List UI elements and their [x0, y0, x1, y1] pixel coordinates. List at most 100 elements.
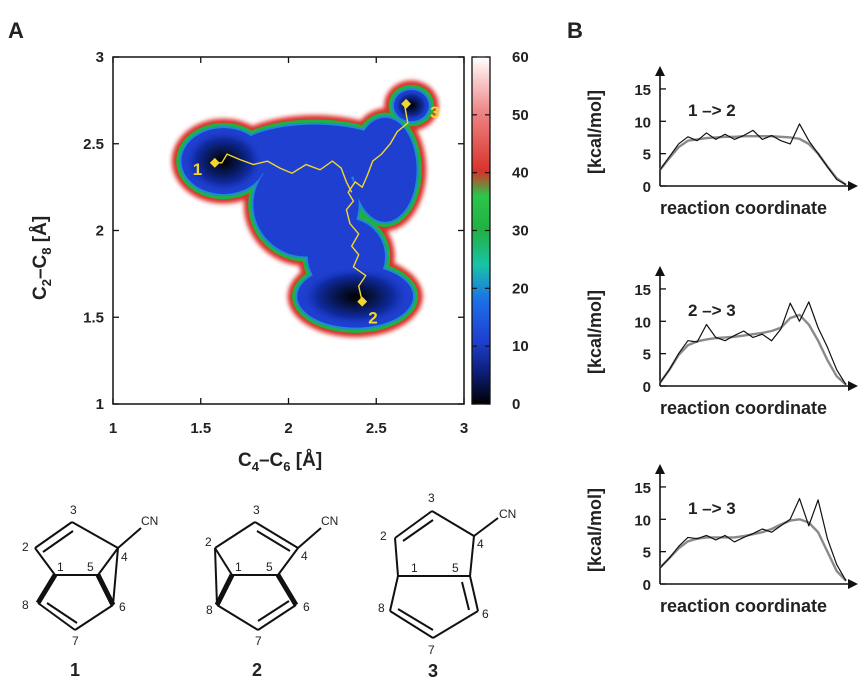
- reaction-path: [345, 103, 409, 302]
- mol2-atom-4: 4: [301, 549, 308, 563]
- series-raw-line: [659, 301, 847, 386]
- mol2-atom-8: 8: [206, 603, 213, 617]
- x-ticks: 1 1.5 2 2.5 3: [109, 57, 468, 437]
- mol3-cn: CN: [499, 507, 516, 521]
- x-axis-arrow: [848, 181, 858, 191]
- mol2-atom-3: 3: [253, 503, 260, 517]
- profile-chart-2-3: 0 5 10 15 2 –> 3 reaction coordinate [kcal/mol…: [585, 266, 858, 418]
- mol1-label: 1: [70, 660, 80, 680]
- profile-chart-1-3: 0 5 10 15 1 –> 3 reaction coordinate [kcal/mol…: [585, 464, 858, 616]
- mol1-atom-4: 4: [121, 550, 128, 564]
- colorbar-ticks: 0 10 20 30 40 50 60: [472, 49, 529, 413]
- y-tick-label: 0: [643, 379, 651, 396]
- mol3-label: 3: [428, 661, 438, 681]
- y-tick-label: 15: [634, 480, 651, 497]
- profile-title: 1 –> 2: [688, 101, 736, 120]
- minima-markers: 1 2 3: [193, 98, 440, 328]
- series-raw-line: [659, 497, 847, 582]
- y-tick-label: 2.5: [83, 136, 104, 153]
- profile-y-label: [kcal/mol]: [585, 90, 605, 174]
- mol3-atom-4: 4: [477, 537, 484, 551]
- x-axis-arrow: [848, 381, 858, 391]
- reaction-path-branch: [214, 153, 353, 193]
- x-tick-label: 3: [460, 420, 468, 437]
- y-axis-arrow: [655, 266, 665, 276]
- colorbar-tick-label: 40: [512, 165, 529, 182]
- y-axis-label: C2–C8 [Å]: [30, 216, 54, 300]
- y-tick-label: 10: [634, 512, 651, 529]
- y-tick-label: 2: [96, 223, 104, 240]
- profile-x-label: reaction coordinate: [660, 596, 827, 616]
- mol3-atom-1: 1: [411, 561, 418, 575]
- mol2-atom-2: 2: [205, 535, 212, 549]
- x-tick-label: 1.5: [190, 420, 211, 437]
- minimum-marker: [209, 157, 220, 168]
- series-smoothed-line: [659, 313, 847, 386]
- mol3-atom-7: 7: [428, 643, 435, 657]
- y-tick-label: 0: [643, 577, 651, 594]
- mol3-atom-3: 3: [428, 491, 435, 505]
- mol3-atom-8: 8: [378, 601, 385, 615]
- y-tick-label: 3: [96, 49, 104, 66]
- profile-y-label: [kcal/mol]: [585, 488, 605, 572]
- y-axis-arrow: [655, 464, 665, 474]
- mol3-atom-2: 2: [380, 529, 387, 543]
- y-tick-label: 5: [643, 147, 651, 164]
- y-axis-arrow: [655, 66, 665, 76]
- y-tick-label: 5: [643, 347, 651, 364]
- minimum-marker: [357, 296, 368, 307]
- mol1-atom-8: 8: [22, 598, 29, 612]
- energy-surface: [171, 80, 439, 338]
- profile-title: 1 –> 3: [688, 499, 736, 518]
- y-tick-label: 10: [634, 114, 651, 131]
- panel-label-b: B: [567, 18, 583, 43]
- profile-y-label: [kcal/mol]: [585, 290, 605, 374]
- x-tick-label: 2: [284, 420, 292, 437]
- mol1-atom-6: 6: [119, 600, 126, 614]
- mol1-atom-5: 5: [87, 560, 94, 574]
- molecule-1: [34, 521, 142, 631]
- mol1-cn: CN: [141, 514, 158, 528]
- deep-basin-3: [394, 90, 429, 121]
- molecule-2: [214, 521, 322, 631]
- y-tick-label: 1: [96, 396, 104, 413]
- profile-title: 2 –> 3: [688, 301, 736, 320]
- profile-x-label: reaction coordinate: [660, 198, 827, 218]
- series-smoothed-line: [659, 518, 847, 582]
- colorbar-tick-label: 60: [512, 49, 529, 66]
- colorbar-tick-label: 20: [512, 280, 529, 297]
- mol1-atom-1: 1: [57, 560, 64, 574]
- series-smoothed-line: [659, 134, 847, 186]
- minimum-label: 3: [430, 103, 439, 122]
- mol2-label: 2: [252, 660, 262, 680]
- heatmap-chart: 1 1.5 2 2.5 3 1 1.5 2 2.5 3 1 2 3 C4–C6 [Å] C2–C8 …: [30, 49, 529, 474]
- colorbar-tick-label: 10: [512, 338, 529, 355]
- x-tick-label: 2.5: [366, 420, 387, 437]
- y-tick-label: 1.5: [83, 309, 104, 326]
- mol2-atom-1: 1: [235, 560, 242, 574]
- profile-x-label: reaction coordinate: [660, 398, 827, 418]
- mol1-atom-2: 2: [22, 540, 29, 554]
- mol3-atom-5: 5: [452, 561, 459, 575]
- series-raw-line: [659, 123, 847, 186]
- x-axis-arrow: [848, 579, 858, 589]
- y-tick-label: 5: [643, 545, 651, 562]
- y-ticks: 1 1.5 2 2.5 3: [83, 49, 464, 413]
- minimum-label: 2: [368, 309, 377, 328]
- x-tick-label: 1: [109, 420, 117, 437]
- colorbar-tick-label: 30: [512, 223, 529, 240]
- mol2-atom-7: 7: [255, 634, 262, 648]
- mol2-atom-5: 5: [266, 560, 273, 574]
- surface-layers: [171, 80, 439, 338]
- mol1-atom-3: 3: [70, 503, 77, 517]
- profile-chart-1-2: 0 5 10 15 1 –> 2 reaction coordinate [kcal/mol…: [585, 66, 858, 218]
- mol2-cn: CN: [321, 514, 338, 528]
- y-tick-label: 15: [634, 282, 651, 299]
- minimum-label: 1: [193, 160, 202, 179]
- y-tick-label: 10: [634, 314, 651, 331]
- panel-label-a: A: [8, 18, 24, 43]
- y-tick-label: 0: [643, 179, 651, 196]
- colorbar-tick-label: 50: [512, 107, 529, 124]
- y-tick-label: 15: [634, 82, 651, 99]
